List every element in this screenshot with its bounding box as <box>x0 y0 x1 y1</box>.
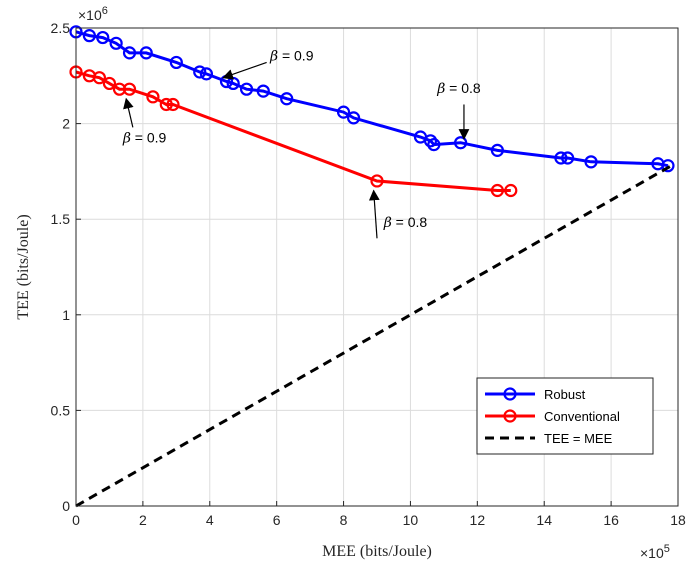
data-point <box>96 30 110 45</box>
data-point <box>122 82 137 96</box>
annotation-label: β = 0.8 <box>436 80 481 97</box>
legend-item: Robust <box>485 387 586 402</box>
x-tick-label: 6 <box>273 512 281 528</box>
x-tick-label: 0 <box>72 512 80 528</box>
annotation-arrow <box>222 61 267 80</box>
data-point <box>490 143 504 157</box>
x-exponent-label: ×105 <box>640 543 670 561</box>
annotation-arrow <box>368 189 380 239</box>
annotation: β = 0.8 <box>368 189 428 239</box>
data-point <box>336 105 351 119</box>
data-point <box>554 151 568 165</box>
annotation-label: β = 0.8 <box>383 214 428 231</box>
legend-marker <box>503 409 517 423</box>
data-point <box>193 65 207 79</box>
x-tick-label: 18 <box>670 512 686 528</box>
series-conventional <box>69 65 518 198</box>
annotation: β = 0.9 <box>122 97 167 147</box>
x-tick-label: 8 <box>340 512 348 528</box>
ticks: 0 2 4 6 8 10 12 14 16 18 0 0.5 1 1.5 2 2.5 <box>51 20 686 528</box>
data-point <box>504 183 518 198</box>
y-tick-label: 2 <box>62 116 70 132</box>
y-tick-label: 1.5 <box>51 211 71 227</box>
data-point <box>166 97 180 112</box>
annotation-label: β = 0.9 <box>269 48 314 65</box>
data-point <box>169 55 183 70</box>
series-line <box>75 164 673 508</box>
data-point <box>346 111 361 125</box>
data-point <box>92 71 107 85</box>
data-point <box>427 138 441 152</box>
data-point <box>661 159 675 173</box>
data-point <box>102 76 117 91</box>
series-line <box>75 70 511 192</box>
legend-item: Conventional <box>485 409 620 424</box>
series-layer <box>69 25 675 508</box>
legend: Robust Conventional TEE = MEE <box>476 377 654 455</box>
plot-frame <box>75 27 679 507</box>
data-point <box>109 36 123 50</box>
y-exponent-label: ×106 <box>78 5 108 23</box>
x-tick-label: 16 <box>603 512 619 528</box>
annotation: β = 0.8 <box>436 80 481 140</box>
x-tick-label: 14 <box>536 512 552 528</box>
x-tick-label: 2 <box>139 512 147 528</box>
x-tick-label: 10 <box>403 512 419 528</box>
data-point <box>159 97 173 112</box>
x-tick-label: 4 <box>206 512 214 528</box>
data-point <box>490 183 504 198</box>
series-robust <box>69 25 675 173</box>
data-point <box>256 84 270 98</box>
legend-label: TEE = MEE <box>544 431 613 446</box>
annotation: β = 0.9 <box>222 48 314 80</box>
y-tick-label: 1 <box>62 307 70 323</box>
annotation-arrow <box>123 97 134 128</box>
legend-label: Conventional <box>544 409 620 424</box>
legend-label: Robust <box>544 387 586 402</box>
x-tick-label: 12 <box>470 512 486 528</box>
data-point <box>423 134 438 148</box>
series-line <box>75 30 669 168</box>
data-point <box>239 82 254 96</box>
y-tick-label: 2.5 <box>51 20 71 36</box>
data-point <box>584 155 598 169</box>
annotations: β = 0.9 β = 0.8 β = 0.9 β = 0.8 <box>122 48 481 239</box>
data-point <box>146 90 160 104</box>
data-point <box>199 67 214 81</box>
y-tick-label: 0 <box>62 498 70 514</box>
x-axis-label: MEE (bits/Joule) <box>322 543 432 560</box>
data-point <box>122 46 137 60</box>
y-tick-label: 0.5 <box>51 402 71 418</box>
data-point <box>370 174 384 188</box>
series-tee-mee <box>75 164 673 508</box>
data-point <box>280 92 294 106</box>
y-axis-label: TEE (bits/Joule) <box>15 214 32 319</box>
data-point <box>139 46 153 60</box>
annotation-label: β = 0.9 <box>122 130 167 147</box>
legend-marker <box>503 387 517 401</box>
legend-item: TEE = MEE <box>485 431 613 446</box>
data-point <box>82 29 96 43</box>
data-point <box>561 151 575 165</box>
